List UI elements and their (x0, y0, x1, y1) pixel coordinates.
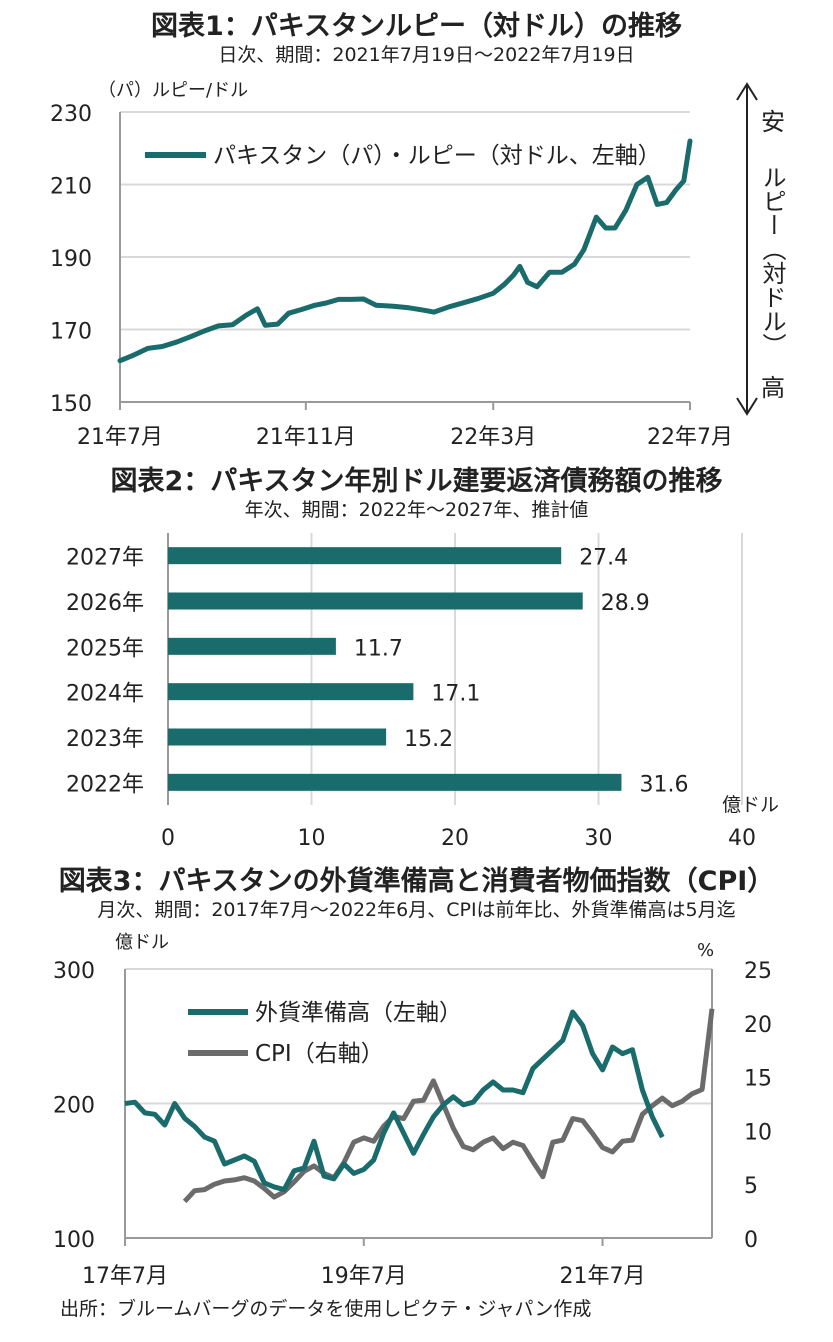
chart3-cpi-line (182, 1008, 715, 1204)
chart3-svg: 億ドル % 300 200 100 25 20 15 10 5 0 17年7月 19年7月 21年7… (53, 932, 772, 1289)
chart2-xtick-label: 30 (585, 826, 613, 851)
chart1-svg: （パ）ルピー/ドル 230 210 190 170 150 21年7月 21年11月 22年… (50, 80, 786, 450)
chart2-subtitle: 年次、期間：2022年～2027年、推計値 (244, 499, 589, 521)
chart2-bar (168, 683, 414, 701)
chart2-category-label: 2024年 (66, 682, 144, 707)
chart3-ytick-right: 0 (744, 1228, 758, 1253)
chart3-title: 図表3：パキスタンの外貨準備高と消費者物価指数（CPI） (58, 866, 775, 897)
chart1-ytick-label: 170 (50, 320, 92, 345)
chart2-value-label: 27.4 (579, 546, 628, 571)
source-note: 出所：ブルームバーグのデータを使用しピクテ・ジャパン作成 (60, 1298, 592, 1320)
chart3-reserves-line (124, 1009, 665, 1193)
chart1-side-top: 安 (761, 108, 785, 136)
chart2-panel: 図表2：パキスタン年別ドル建要返済債務額の推移 年次、期間：2022年～2027… (0, 455, 833, 855)
chart2-svg: 2027年 27.4 2026年 28.9 2025年 11.7 2024年 17.1 2023… (66, 533, 779, 851)
chart3-ytick-right: 15 (744, 1067, 772, 1092)
chart2-category-label: 2022年 (66, 772, 144, 797)
chart3-ylabel-left: 億ドル (115, 932, 169, 953)
chart3-ylabel-right: % (697, 940, 714, 961)
chart2-category-label: 2027年 (66, 546, 144, 571)
chart2-bar (168, 728, 387, 746)
chart3-ytick-right: 5 (744, 1174, 758, 1199)
chart3-ytick-left: 300 (53, 959, 95, 984)
chart1-panel: 図表1：パキスタンルピー（対ドル）の推移 日次、期間：2021年7月19日～20… (0, 0, 833, 455)
chart3-legend-reserves: 外貨準備高（左軸） (255, 1000, 462, 1026)
chart2-value-label: 11.7 (354, 636, 403, 661)
chart1-xtick-label: 22年7月 (647, 425, 733, 450)
chart1-xtick-label: 21年7月 (77, 425, 163, 450)
chart2-bar (168, 773, 622, 791)
chart1-ylabel: （パ）ルピー/ドル (98, 80, 248, 101)
chart2-xtick-label: 0 (161, 826, 175, 851)
chart2-category-label: 2023年 (66, 727, 144, 752)
chart2-bar (168, 547, 562, 565)
chart3-ytick-right: 25 (744, 959, 772, 984)
chart3-xtick-label: 17年7月 (82, 1264, 168, 1289)
chart1-xtick-label: 21年11月 (256, 425, 356, 450)
chart1-subtitle: 日次、期間：2021年7月19日～2022年7月19日 (218, 44, 635, 66)
chart3-ytick-left: 200 (53, 1094, 95, 1119)
chart3-ytick-right: 10 (744, 1120, 772, 1145)
chart3-xtick-label: 21年7月 (560, 1264, 646, 1289)
chart2-xtick-label: 40 (728, 826, 756, 851)
chart2-bar (168, 592, 583, 610)
chart2-category-label: 2025年 (66, 636, 144, 661)
chart2-xtick-label: 20 (441, 826, 469, 851)
chart1-xtick-label: 22年3月 (450, 425, 536, 450)
chart1-series-line (117, 138, 693, 364)
chart3-panel: 図表3：パキスタンの外貨準備高と消費者物価指数（CPI） 月次、期間：2017年… (0, 855, 833, 1295)
chart2-unit: 億ドル (722, 794, 779, 816)
chart3-ytick-right: 20 (744, 1013, 772, 1038)
chart3-subtitle: 月次、期間：2017年7月～2022年6月、CPIは前年比、外貨準備高は5月迄 (97, 899, 736, 921)
chart1-ytick-label: 190 (50, 247, 92, 272)
chart2-value-label: 31.6 (639, 772, 688, 797)
chart3-ytick-left: 100 (53, 1228, 95, 1253)
chart1-ytick-label: 230 (50, 102, 92, 127)
chart2-value-label: 15.2 (404, 727, 453, 752)
chart1-side-mid: ルピー（対ドル） (758, 165, 786, 357)
chart2-value-label: 17.1 (431, 682, 480, 707)
chart1-legend-label: パキスタン（パ）・ルピー（対ドル、左軸） (213, 143, 661, 169)
chart2-title: 図表2：パキスタン年別ドル建要返済債務額の推移 (110, 466, 723, 497)
chart3-legend-cpi: CPI（右軸） (255, 1041, 384, 1067)
chart2-category-label: 2026年 (66, 591, 144, 616)
chart1-side-arrow (736, 82, 758, 416)
chart1-ytick-label: 150 (50, 392, 92, 417)
chart1-ytick-label: 210 (50, 175, 92, 200)
chart3-xtick-label: 19年7月 (321, 1264, 407, 1289)
chart1-side-bottom: 高 (761, 374, 785, 402)
chart2-bar (168, 637, 336, 655)
chart2-xtick-label: 10 (298, 826, 326, 851)
chart1-title: 図表1：パキスタンルピー（対ドル）の推移 (151, 11, 682, 42)
chart2-value-label: 28.9 (601, 591, 650, 616)
